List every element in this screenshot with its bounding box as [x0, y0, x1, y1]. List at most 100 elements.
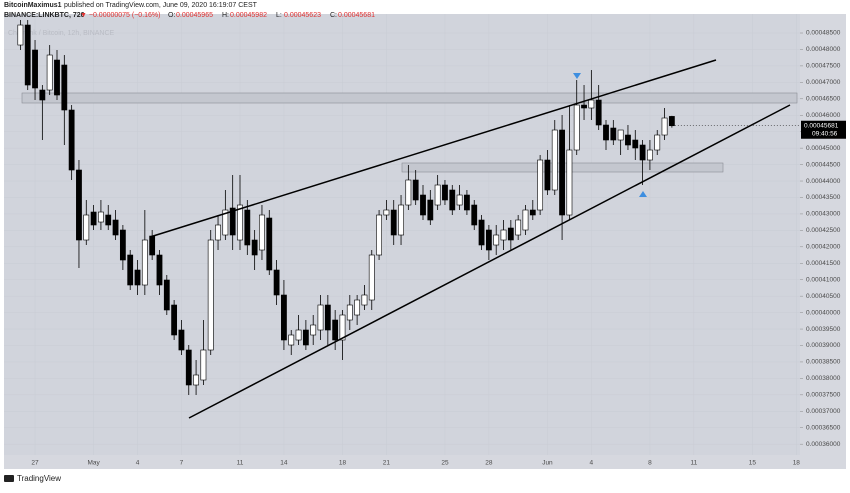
candle-body — [281, 294, 287, 341]
y-tick-label: 0.00037500 — [806, 392, 841, 399]
y-tick-label: 0.00045000 — [806, 145, 841, 152]
ohlc-value: 0.00045681 — [338, 12, 375, 19]
ohlc-label: L: — [276, 12, 282, 19]
candle-body — [507, 227, 514, 241]
y-tick-label: 0.00039500 — [806, 326, 841, 333]
trend-lines — [149, 59, 791, 419]
candle-body — [427, 199, 434, 221]
candle-body — [581, 104, 587, 109]
candle-body — [383, 209, 390, 216]
ohlc-label: C: — [330, 12, 337, 19]
candle-body — [464, 194, 470, 211]
ohlc-value: 0.00045965 — [176, 12, 213, 19]
candle-body — [456, 194, 463, 206]
x-tick-label: 11 — [690, 460, 697, 467]
candle-body — [654, 134, 661, 151]
candle-body — [346, 304, 353, 321]
y-tick-label: 0.00040500 — [806, 293, 841, 300]
y-tick-label: 0.00043500 — [806, 194, 841, 201]
down-arrow-marker — [573, 73, 581, 79]
candle-body — [493, 234, 500, 246]
time-axis: 27 May 4 7 11 14 18 21 25 28 Jun 4 8 11 15 18 — [31, 460, 800, 467]
x-tick-label: May — [87, 460, 100, 467]
candle-body — [310, 324, 317, 336]
x-tick-label: 18 — [793, 460, 801, 467]
candle-body — [222, 209, 229, 236]
candle-body — [588, 99, 595, 109]
candle-body — [54, 59, 60, 96]
x-tick-label: 4 — [136, 460, 140, 467]
x-tick-label: 27 — [31, 460, 39, 467]
y-tick-label: 0.00047000 — [806, 79, 841, 86]
candle-body — [398, 204, 404, 236]
price-axis-background — [800, 14, 846, 455]
countdown: 09:40:56 — [812, 130, 838, 137]
candle-body — [237, 204, 243, 241]
y-tick-label: 0.00037000 — [806, 408, 841, 415]
candle-body — [324, 304, 331, 331]
candle-body — [141, 239, 148, 286]
candle-body — [244, 209, 251, 246]
candle-body — [573, 104, 580, 151]
last-price-box — [801, 120, 846, 139]
candle-body — [163, 279, 170, 311]
candle-body — [134, 269, 141, 286]
resistance-zone — [21, 92, 798, 104]
y-tick-label: 0.00041500 — [806, 260, 841, 267]
candle-body — [98, 211, 104, 223]
candle-body — [485, 229, 492, 251]
candle-body — [119, 229, 126, 261]
candle-body — [39, 89, 46, 101]
x-tick-label: 4 — [590, 460, 594, 467]
last-price-label: 0.00045681 — [804, 122, 839, 129]
candle-body — [266, 217, 273, 271]
candle-body — [537, 159, 544, 211]
candle-body — [302, 329, 309, 346]
candle-body — [595, 99, 602, 126]
candle-body — [178, 329, 185, 351]
y-tick-label: 0.00044000 — [806, 178, 841, 185]
candle-body — [339, 314, 346, 341]
y-tick-label: 0.00040000 — [806, 309, 841, 316]
candle-body — [632, 139, 639, 149]
y-tick-label: 0.00048500 — [806, 30, 841, 37]
candle-body — [193, 374, 199, 386]
y-tick-label: 0.00038500 — [806, 359, 841, 366]
symbol: BINANCE:LINKBTC, 720 — [4, 12, 85, 19]
candle-body — [500, 229, 507, 241]
candle-body — [215, 224, 221, 241]
candle-body — [61, 64, 68, 111]
y-tick-label: 0.00036000 — [806, 441, 841, 448]
y-tick-label: 0.00041000 — [806, 276, 841, 283]
brand: TradingView — [17, 474, 61, 483]
candle-body — [251, 239, 258, 256]
ohlc-value: 0.00045623 — [284, 12, 321, 19]
brand-logo — [4, 475, 14, 482]
candle-body — [661, 117, 668, 136]
candle-body — [405, 179, 412, 206]
candle-body — [317, 304, 324, 331]
candle-body — [354, 299, 361, 316]
candle-body — [46, 54, 53, 91]
candle-body — [434, 184, 441, 206]
candle-body — [200, 349, 207, 381]
candle-body — [515, 219, 522, 236]
y-tick-label: 0.00043000 — [806, 211, 841, 218]
candle-body — [17, 24, 24, 46]
candles — [17, 20, 675, 396]
change: ▼ −0.00000075 (−0.16%) — [80, 12, 161, 19]
y-tick-label: 0.00044500 — [806, 161, 841, 168]
candle-body — [529, 209, 536, 216]
y-tick-label: 0.00039000 — [806, 342, 841, 349]
candle-body — [156, 254, 163, 286]
candle-body — [522, 209, 529, 231]
candle-body — [273, 269, 280, 296]
candle-body — [288, 334, 295, 346]
author: BitcoinMaximus1 — [4, 2, 62, 9]
candle-body — [112, 219, 119, 236]
candle-body — [127, 254, 134, 286]
candle-body — [449, 189, 456, 211]
x-tick-label: 8 — [648, 460, 652, 467]
